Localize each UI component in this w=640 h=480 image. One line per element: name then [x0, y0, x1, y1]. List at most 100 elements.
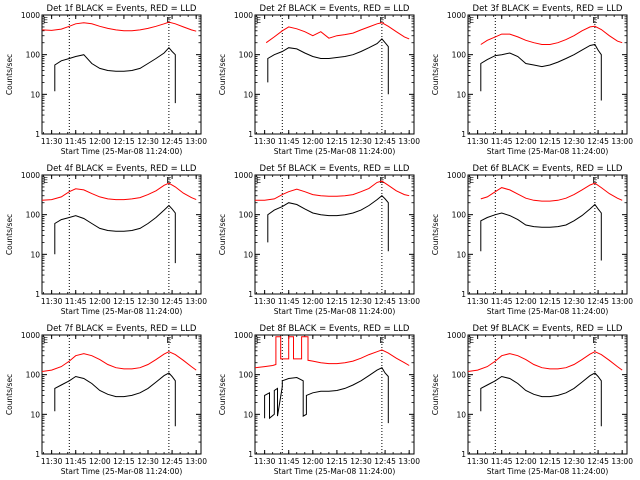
y-tick-label: 1000 — [234, 11, 253, 20]
x-tick-label: 12:45 — [161, 457, 183, 466]
marker-label-left: E — [469, 336, 474, 345]
plot-frame — [41, 174, 202, 295]
x-tick-label: 13:00 — [611, 297, 633, 306]
lld-series-line — [480, 182, 623, 202]
chart-title: Det 2f BLACK = Events, RED = LLD — [260, 4, 410, 14]
x-tick-label: 11:30 — [467, 297, 489, 306]
marker-label-left: E — [256, 336, 261, 345]
x-axis-label: Start Time (25-Mar-08 11:24:00) — [61, 147, 183, 156]
chart-panel-5: Det 5f BLACK = Events, RED = LLD 1 10 100 10… — [218, 164, 420, 316]
plot-frame — [467, 14, 628, 135]
chart-panel-6: Det 6f BLACK = Events, RED = LLD 1 10 100 10… — [431, 164, 633, 316]
y-tick-label: 1000 — [21, 11, 40, 20]
y-tick-label: 1000 — [21, 331, 40, 340]
plot-frame — [41, 14, 202, 135]
marker-label: E — [379, 176, 384, 185]
x-tick-label: 13:00 — [611, 457, 633, 466]
y-tick-label: 1 — [35, 450, 40, 459]
x-tick-label: 12:30 — [350, 297, 372, 306]
x-axis-label: Start Time (25-Mar-08 11:24:00) — [274, 147, 396, 156]
chart-title: Det 1f BLACK = Events, RED = LLD — [47, 4, 197, 14]
x-tick-label: 12:15 — [326, 137, 348, 146]
x-tick-label: 13:00 — [185, 297, 207, 306]
x-tick-label: 12:00 — [89, 297, 111, 306]
y-tick-label: 10 — [243, 90, 253, 99]
x-tick-label: 11:45 — [491, 457, 513, 466]
y-tick-label: 10 — [30, 250, 40, 259]
chart-panel-3: Det 3f BLACK = Events, RED = LLD 1 10 100 10… — [431, 4, 633, 156]
x-axis-label: Start Time (25-Mar-08 11:24:00) — [487, 467, 609, 476]
x-axis-label: Start Time (25-Mar-08 11:24:00) — [274, 307, 396, 316]
x-tick-label: 11:45 — [65, 137, 87, 146]
y-axis-label: Counts/sec — [218, 374, 227, 415]
x-tick-label: 11:45 — [278, 297, 300, 306]
y-tick-label: 10 — [456, 410, 466, 419]
chart-panel-8: Det 8f BLACK = Events, RED = LLD 1 10 100 10… — [218, 324, 420, 476]
y-tick-label: 10 — [30, 90, 40, 99]
x-tick-label: 12:00 — [302, 457, 324, 466]
y-axis-label: Counts/sec — [5, 374, 14, 415]
y-tick-label: 100 — [239, 51, 254, 60]
chart-title: Det 6f BLACK = Events, RED = LLD — [473, 164, 623, 174]
x-tick-label: 12:45 — [161, 137, 183, 146]
x-tick-label: 12:00 — [515, 297, 537, 306]
y-axis-label: Counts/sec — [431, 374, 440, 415]
marker-label-left: E — [43, 176, 48, 185]
x-tick-label: 12:15 — [539, 457, 561, 466]
x-tick-label: 11:45 — [491, 297, 513, 306]
x-tick-label: 11:30 — [254, 297, 276, 306]
x-tick-label: 12:15 — [113, 297, 135, 306]
marker-label: E — [379, 16, 384, 25]
x-tick-label: 12:15 — [113, 457, 135, 466]
x-tick-label: 11:45 — [65, 457, 87, 466]
y-tick-label: 10 — [243, 410, 253, 419]
x-tick-label: 11:30 — [41, 137, 63, 146]
marker-label: E — [592, 16, 597, 25]
x-tick-label: 12:45 — [374, 297, 396, 306]
plot-frame — [467, 174, 628, 295]
x-tick-label: 13:00 — [185, 137, 207, 146]
lld-series-line — [265, 22, 410, 44]
marker-label: E — [592, 336, 597, 345]
chart-panel-4: Det 4f BLACK = Events, RED = LLD 1 10 100 10… — [5, 164, 207, 316]
marker-label-left: E — [469, 176, 474, 185]
y-tick-label: 1 — [248, 450, 253, 459]
marker-label-left: E — [256, 176, 261, 185]
marker-label: E — [592, 176, 597, 185]
y-tick-label: 10 — [30, 410, 40, 419]
x-tick-label: 12:00 — [515, 137, 537, 146]
x-tick-label: 12:15 — [326, 297, 348, 306]
chart-panel-7: Det 7f BLACK = Events, RED = LLD 1 10 100 10… — [5, 324, 207, 476]
events-series-line — [480, 43, 602, 101]
chart-title: Det 9f BLACK = Events, RED = LLD — [473, 324, 623, 334]
y-tick-label: 1 — [461, 290, 466, 299]
marker-label: E — [166, 16, 171, 25]
y-tick-label: 1 — [461, 130, 466, 139]
marker-label: E — [166, 176, 171, 185]
x-tick-label: 12:00 — [89, 137, 111, 146]
y-tick-label: 100 — [239, 371, 254, 380]
events-series-line — [480, 372, 602, 427]
events-series-line — [267, 195, 389, 252]
plot-frame — [254, 14, 415, 135]
x-tick-label: 13:00 — [611, 137, 633, 146]
y-axis-label: Counts/sec — [218, 54, 227, 95]
x-tick-label: 11:30 — [467, 137, 489, 146]
x-tick-label: 11:45 — [491, 137, 513, 146]
plot-frame — [41, 334, 202, 455]
chart-title: Det 4f BLACK = Events, RED = LLD — [47, 164, 197, 174]
x-tick-label: 11:45 — [278, 457, 300, 466]
x-tick-label: 13:00 — [398, 137, 420, 146]
lld-series-line — [254, 336, 410, 369]
x-tick-label: 12:15 — [539, 297, 561, 306]
x-tick-label: 12:30 — [350, 137, 372, 146]
lld-series-line — [255, 180, 410, 201]
marker-label: E — [166, 336, 171, 345]
y-axis-label: Counts/sec — [5, 54, 14, 95]
y-axis-label: Counts/sec — [5, 214, 14, 255]
y-tick-label: 1000 — [447, 171, 466, 180]
y-tick-label: 100 — [26, 51, 41, 60]
y-tick-label: 1000 — [234, 171, 253, 180]
y-tick-label: 1 — [461, 450, 466, 459]
